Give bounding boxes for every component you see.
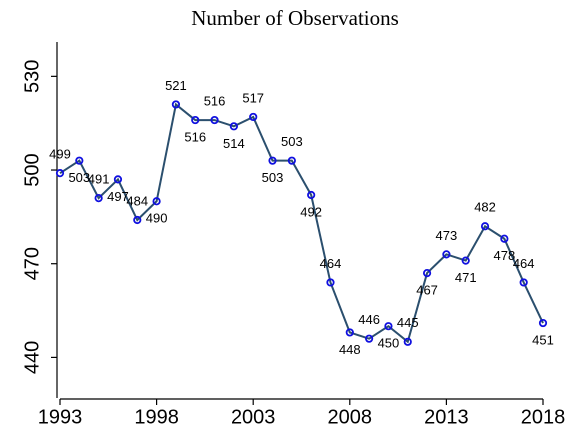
data-label: 464 bbox=[513, 256, 535, 271]
data-label: 467 bbox=[416, 283, 438, 298]
marker bbox=[152, 197, 161, 206]
data-label: 521 bbox=[165, 78, 187, 93]
data-label: 482 bbox=[474, 200, 496, 215]
data-label: 473 bbox=[436, 228, 458, 243]
marker bbox=[538, 318, 548, 328]
marker bbox=[519, 278, 528, 287]
marker bbox=[365, 334, 374, 343]
marker bbox=[133, 215, 142, 225]
data-label: 464 bbox=[320, 256, 342, 271]
y-tick-label: 500 bbox=[21, 153, 43, 186]
data-label: 484 bbox=[126, 193, 148, 208]
data-label: 517 bbox=[242, 90, 264, 105]
marker bbox=[480, 222, 490, 231]
marker bbox=[113, 175, 123, 184]
marker bbox=[326, 278, 335, 287]
data-label: 492 bbox=[300, 204, 322, 219]
marker bbox=[461, 256, 470, 265]
data-label: 491 bbox=[88, 172, 110, 187]
data-label: 450 bbox=[378, 336, 400, 351]
data-label: 503 bbox=[262, 170, 284, 185]
data-label: 516 bbox=[184, 130, 206, 145]
data-label: 448 bbox=[339, 342, 361, 357]
marker bbox=[55, 169, 65, 178]
x-tick-label: 2003 bbox=[231, 406, 276, 428]
data-label: 471 bbox=[455, 270, 477, 285]
marker bbox=[191, 115, 200, 125]
data-label: 503 bbox=[281, 134, 303, 149]
marker bbox=[442, 250, 451, 259]
marker bbox=[345, 328, 354, 337]
chart-title: Number of Observations bbox=[191, 6, 399, 30]
y-tick-label: 440 bbox=[21, 341, 43, 374]
marker bbox=[75, 156, 84, 165]
marker bbox=[210, 115, 219, 125]
data-label: 497 bbox=[107, 189, 129, 204]
marker bbox=[384, 322, 393, 331]
y-tick-label: 530 bbox=[21, 60, 43, 93]
data-label: 451 bbox=[532, 332, 554, 347]
x-tick-label: 2013 bbox=[424, 406, 469, 428]
data-label: 499 bbox=[49, 147, 71, 162]
y-tick-label: 470 bbox=[21, 247, 43, 280]
marker bbox=[249, 112, 258, 122]
data-label: 516 bbox=[204, 94, 226, 109]
marker bbox=[287, 156, 296, 165]
marker bbox=[403, 337, 412, 346]
marker bbox=[171, 100, 181, 109]
data-label: 478 bbox=[494, 248, 516, 263]
data-label: 445 bbox=[397, 315, 419, 330]
x-tick-label: 2008 bbox=[328, 406, 373, 428]
data-label: 490 bbox=[146, 211, 168, 226]
marker bbox=[94, 194, 103, 203]
marker bbox=[500, 234, 509, 243]
marker bbox=[422, 268, 432, 278]
marker bbox=[307, 190, 316, 200]
data-label: 503 bbox=[68, 170, 90, 185]
x-tick-label: 1998 bbox=[134, 406, 179, 428]
data-label: 514 bbox=[223, 136, 245, 151]
x-tick-label: 2018 bbox=[521, 406, 566, 428]
marker bbox=[229, 122, 238, 131]
data-label: 446 bbox=[358, 312, 380, 327]
marker bbox=[268, 156, 277, 165]
x-tick-label: 1993 bbox=[38, 406, 83, 428]
